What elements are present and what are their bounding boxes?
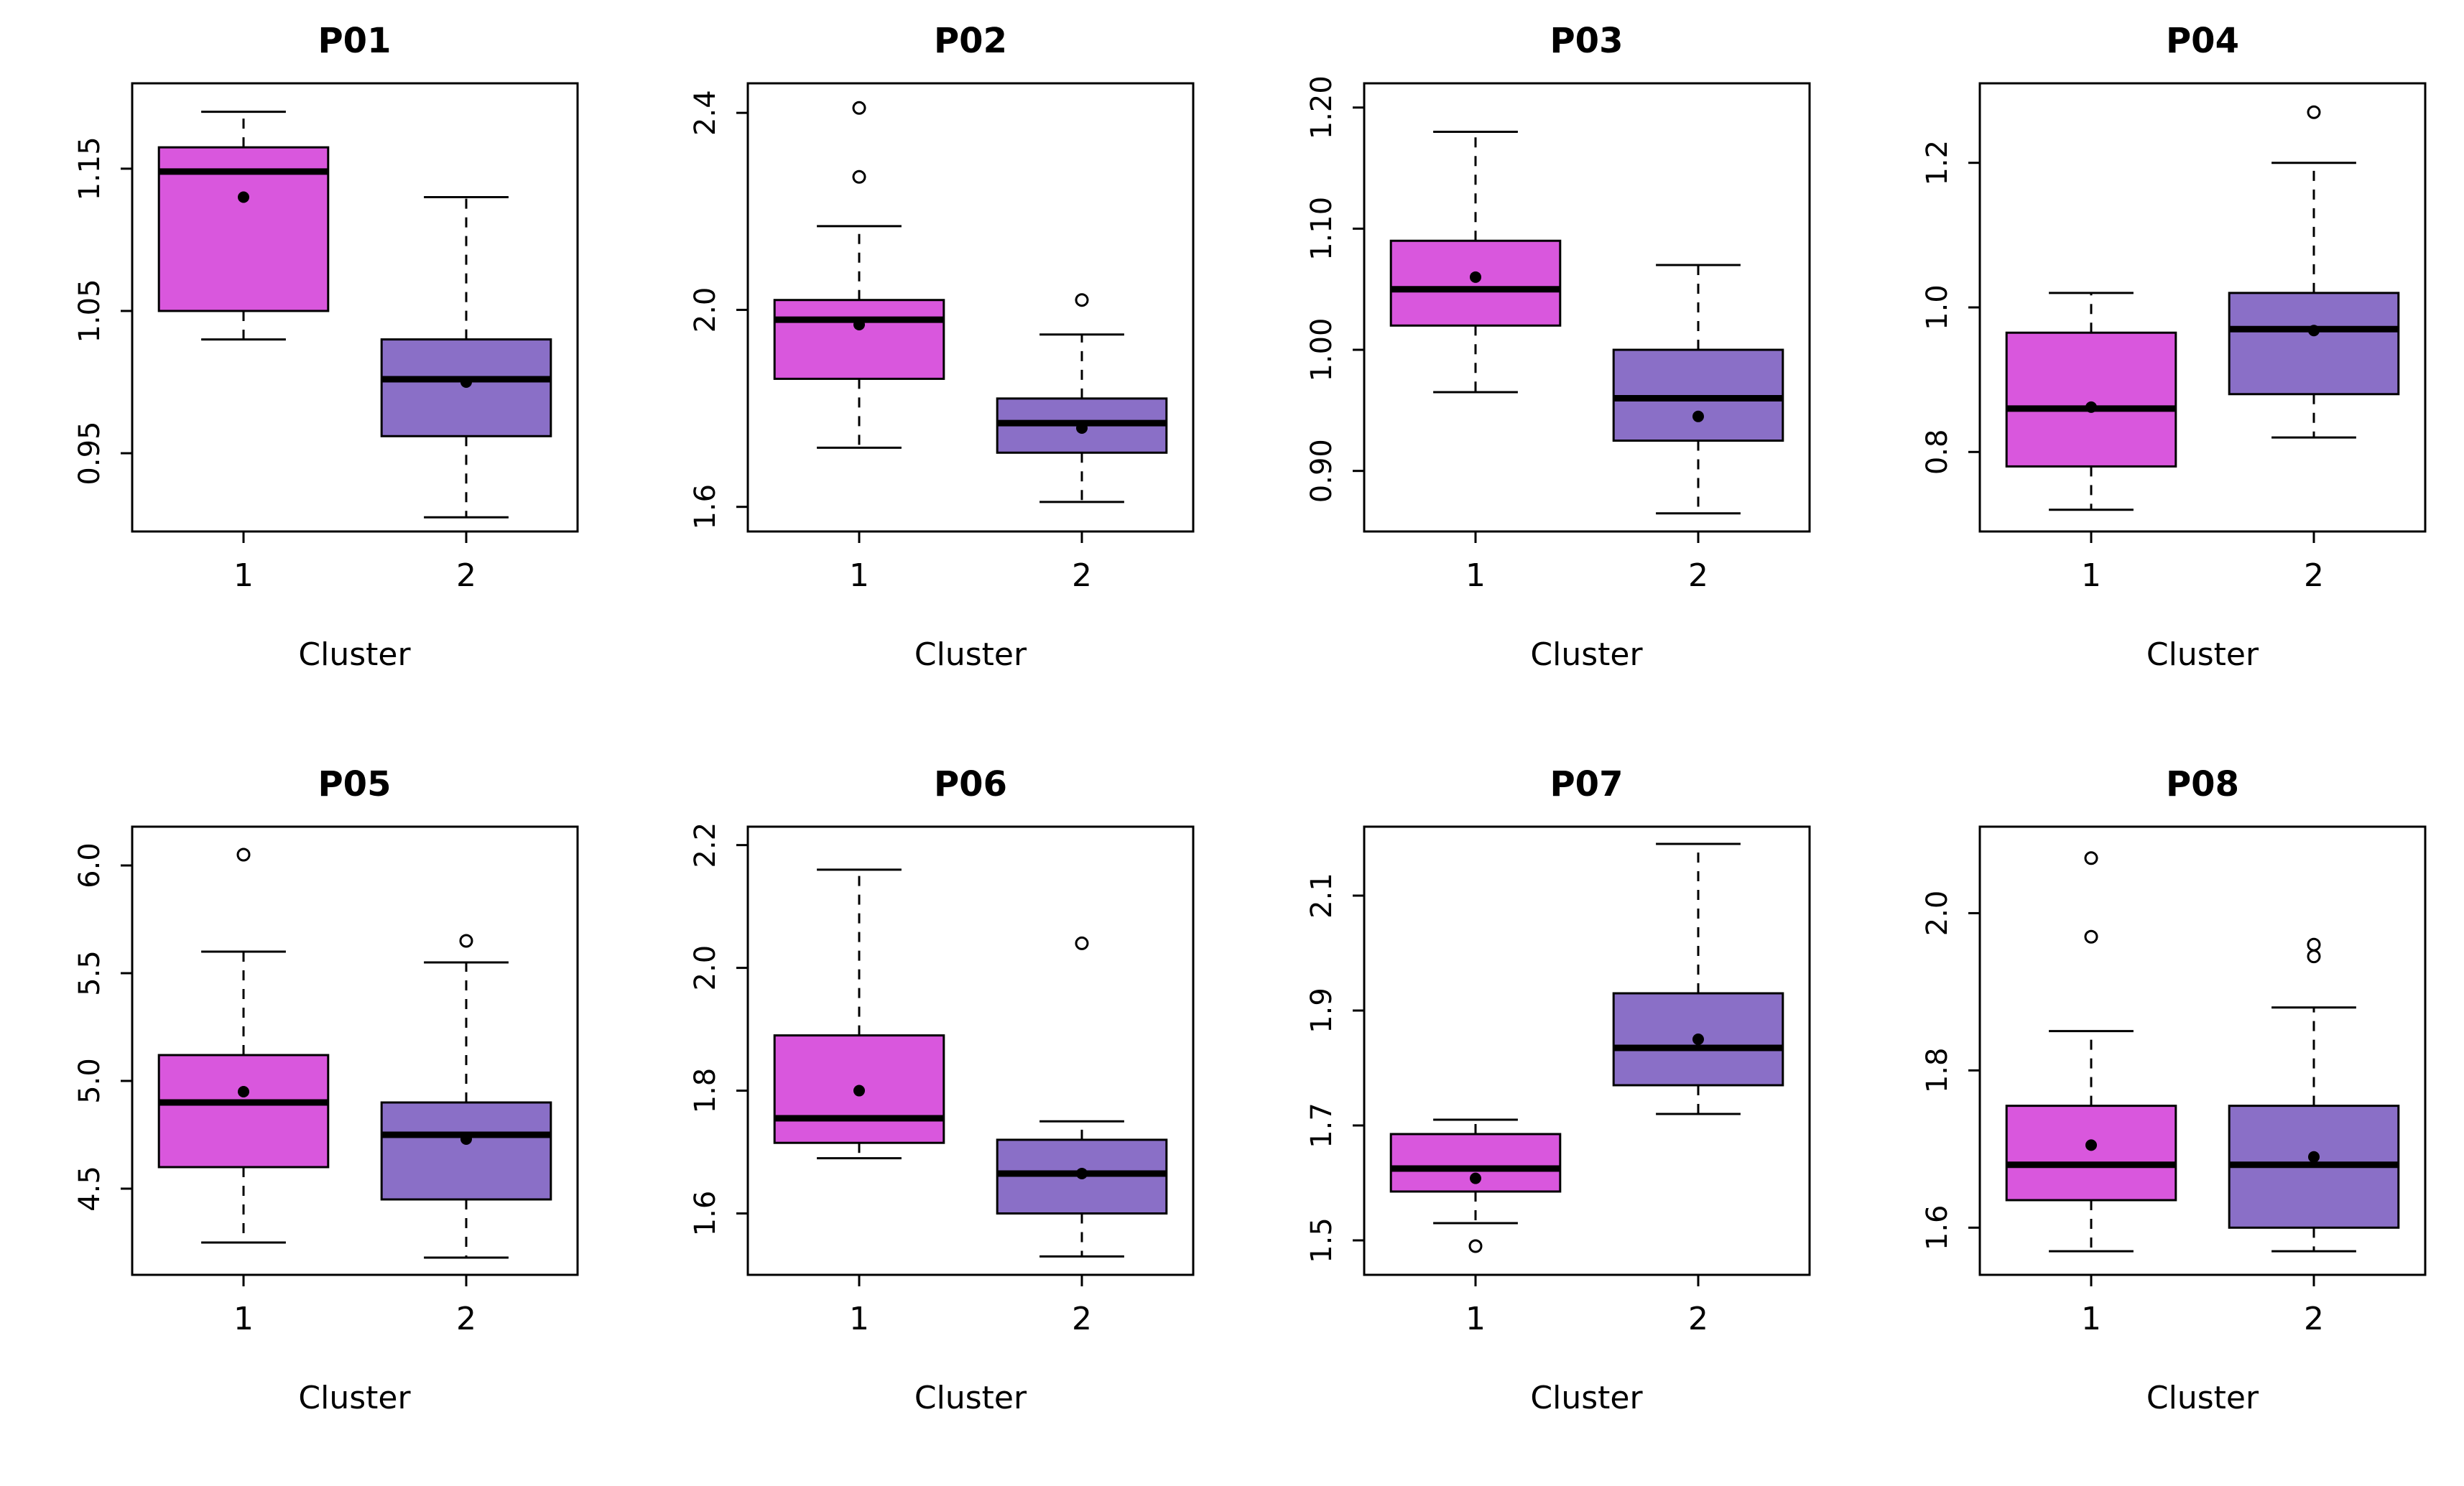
svg-text:2.4: 2.4 — [689, 90, 722, 136]
panel-title: P02 — [934, 21, 1007, 61]
svg-text:1.5: 1.5 — [1305, 1217, 1338, 1263]
svg-text:2: 2 — [1072, 1301, 1092, 1337]
svg-text:4.5: 4.5 — [73, 1166, 106, 1212]
boxplot-svg-p06: 1.6 1.8 2.0 2.2 1 2 — [689, 822, 1195, 1337]
svg-text:2: 2 — [1072, 557, 1092, 594]
panel-title: P05 — [318, 763, 392, 804]
svg-text:0.90: 0.90 — [1305, 439, 1338, 503]
svg-text:1.00: 1.00 — [1305, 317, 1338, 381]
panel-p04: P04 0.8 1.0 1.2 1 2 Cluster — [1848, 0, 2464, 743]
svg-text:2.2: 2.2 — [689, 822, 722, 868]
x-axis-label: Cluster — [1530, 636, 1643, 673]
svg-text:1.0: 1.0 — [1921, 284, 1954, 330]
svg-text:1.8: 1.8 — [1921, 1047, 1954, 1093]
x-axis-label: Cluster — [298, 1379, 411, 1416]
svg-text:2: 2 — [2304, 1301, 2324, 1337]
panel-p08: P08 1.6 1.8 2.0 1 2 Cluster — [1848, 743, 2464, 1486]
svg-text:1.20: 1.20 — [1305, 75, 1338, 139]
panel-title: P07 — [1550, 763, 1624, 804]
panel-p05: P05 4.5 5.0 5.5 6.0 1 2 Cluster — [0, 743, 616, 1486]
boxplot-svg-p07: 1.5 1.7 1.9 2.1 1 2 — [1305, 825, 1810, 1337]
svg-text:1.05: 1.05 — [73, 279, 106, 343]
svg-text:0.8: 0.8 — [1921, 429, 1954, 475]
svg-text:1: 1 — [849, 557, 869, 594]
panel-title: P01 — [318, 21, 392, 61]
svg-text:2.0: 2.0 — [689, 287, 722, 333]
svg-text:1.10: 1.10 — [1305, 197, 1338, 261]
svg-text:0.95: 0.95 — [73, 422, 106, 486]
svg-text:5.0: 5.0 — [73, 1058, 106, 1104]
x-axis-label: Cluster — [1530, 1379, 1643, 1416]
svg-text:1.8: 1.8 — [689, 1067, 722, 1113]
x-axis-label: Cluster — [914, 636, 1027, 673]
svg-text:1.7: 1.7 — [1305, 1102, 1338, 1148]
svg-text:1.6: 1.6 — [1921, 1204, 1954, 1250]
svg-text:1.2: 1.2 — [1921, 140, 1954, 186]
svg-text:2: 2 — [1688, 1301, 1708, 1337]
svg-text:1: 1 — [233, 1301, 254, 1337]
panel-p03: P03 0.90 1.00 1.10 1.20 1 2 Cluster — [1232, 0, 1848, 743]
svg-text:2.0: 2.0 — [689, 944, 722, 990]
svg-text:1: 1 — [2081, 1301, 2101, 1337]
panel-p06: P06 1.6 1.8 2.0 2.2 1 2 Cluster — [616, 743, 1232, 1486]
svg-text:1: 1 — [1465, 557, 1486, 594]
x-axis-label: Cluster — [914, 1379, 1027, 1416]
svg-text:1.6: 1.6 — [689, 484, 722, 530]
svg-text:1: 1 — [2081, 557, 2101, 594]
panel-title: P06 — [934, 763, 1007, 804]
svg-text:1.6: 1.6 — [689, 1190, 722, 1236]
panel-title: P04 — [2166, 21, 2239, 61]
panel-title: P03 — [1550, 21, 1624, 61]
boxplot-svg-p03: 0.90 1.00 1.10 1.20 1 2 — [1305, 75, 1810, 594]
svg-text:2: 2 — [456, 557, 476, 594]
panel-title: P08 — [2166, 763, 2239, 804]
svg-text:5.5: 5.5 — [73, 950, 106, 996]
svg-text:1: 1 — [849, 1301, 869, 1337]
svg-text:2.0: 2.0 — [1921, 890, 1954, 936]
svg-text:6.0: 6.0 — [73, 842, 106, 888]
svg-text:2: 2 — [2304, 557, 2324, 594]
x-axis-label: Cluster — [2146, 636, 2259, 673]
boxplot-svg-p01: 0.95 1.05 1.15 1 2 — [73, 82, 578, 594]
panel-p07: P07 1.5 1.7 1.9 2.1 1 2 Cluster — [1232, 743, 1848, 1486]
x-axis-label: Cluster — [298, 636, 411, 673]
boxplot-svg-p02: 1.6 2.0 2.4 1 2 — [689, 82, 1195, 594]
svg-text:2: 2 — [456, 1301, 476, 1337]
svg-text:2.1: 2.1 — [1305, 873, 1338, 919]
boxplot-svg-p05: 4.5 5.0 5.5 6.0 1 2 — [73, 825, 578, 1337]
panel-p02: P02 1.6 2.0 2.4 1 2 Cluster — [616, 0, 1232, 743]
svg-text:1: 1 — [1465, 1301, 1486, 1337]
boxplot-svg-p04: 0.8 1.0 1.2 1 2 — [1921, 82, 2427, 594]
boxplot-svg-p08: 1.6 1.8 2.0 1 2 — [1921, 825, 2427, 1337]
svg-text:1.9: 1.9 — [1305, 988, 1338, 1034]
svg-text:2: 2 — [1688, 557, 1708, 594]
x-axis-label: Cluster — [2146, 1379, 2259, 1416]
svg-text:1: 1 — [233, 557, 254, 594]
svg-text:1.15: 1.15 — [73, 136, 106, 200]
panel-p01: P01 0.95 1.05 1.15 1 2 Cluster — [0, 0, 616, 743]
